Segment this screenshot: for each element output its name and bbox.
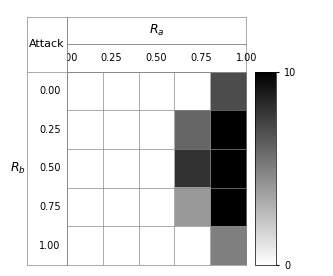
Text: 0.75: 0.75 [39, 202, 61, 212]
Text: 0.00: 0.00 [39, 86, 61, 96]
Text: $R_a$: $R_a$ [149, 23, 164, 38]
Text: 0.00: 0.00 [56, 53, 77, 63]
Text: 0.75: 0.75 [191, 53, 212, 63]
Text: Attack: Attack [29, 39, 64, 49]
Text: 0.25: 0.25 [101, 53, 122, 63]
Text: 1.00: 1.00 [236, 53, 257, 63]
Text: $R_b$: $R_b$ [10, 161, 26, 176]
Text: 0.25: 0.25 [39, 125, 61, 135]
Text: 0.50: 0.50 [146, 53, 167, 63]
Text: 1.00: 1.00 [39, 241, 61, 251]
Text: 0.50: 0.50 [39, 163, 61, 173]
